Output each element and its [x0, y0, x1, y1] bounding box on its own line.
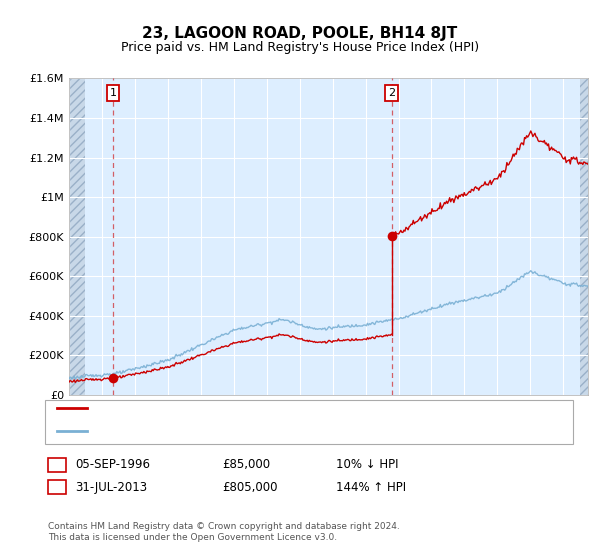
Text: Price paid vs. HM Land Registry's House Price Index (HPI): Price paid vs. HM Land Registry's House …	[121, 40, 479, 54]
Text: 23, LAGOON ROAD, POOLE, BH14 8JT (detached house): 23, LAGOON ROAD, POOLE, BH14 8JT (detach…	[93, 403, 382, 413]
Bar	[69, 78, 85, 395]
Text: £805,000: £805,000	[222, 480, 277, 494]
Text: 10% ↓ HPI: 10% ↓ HPI	[336, 458, 398, 472]
Text: 2: 2	[53, 482, 61, 492]
Text: 2: 2	[388, 88, 395, 98]
Text: 1: 1	[53, 460, 61, 470]
Text: 1: 1	[109, 88, 116, 98]
Text: 31-JUL-2013: 31-JUL-2013	[75, 480, 147, 494]
Text: £85,000: £85,000	[222, 458, 270, 472]
Bar	[580, 78, 588, 395]
Text: Contains HM Land Registry data © Crown copyright and database right 2024.
This d: Contains HM Land Registry data © Crown c…	[48, 522, 400, 542]
Text: 23, LAGOON ROAD, POOLE, BH14 8JT: 23, LAGOON ROAD, POOLE, BH14 8JT	[142, 26, 458, 41]
Text: 144% ↑ HPI: 144% ↑ HPI	[336, 480, 406, 494]
Text: 05-SEP-1996: 05-SEP-1996	[75, 458, 150, 472]
Text: HPI: Average price, detached house, Bournemouth Christchurch and Poole: HPI: Average price, detached house, Bour…	[93, 426, 481, 436]
